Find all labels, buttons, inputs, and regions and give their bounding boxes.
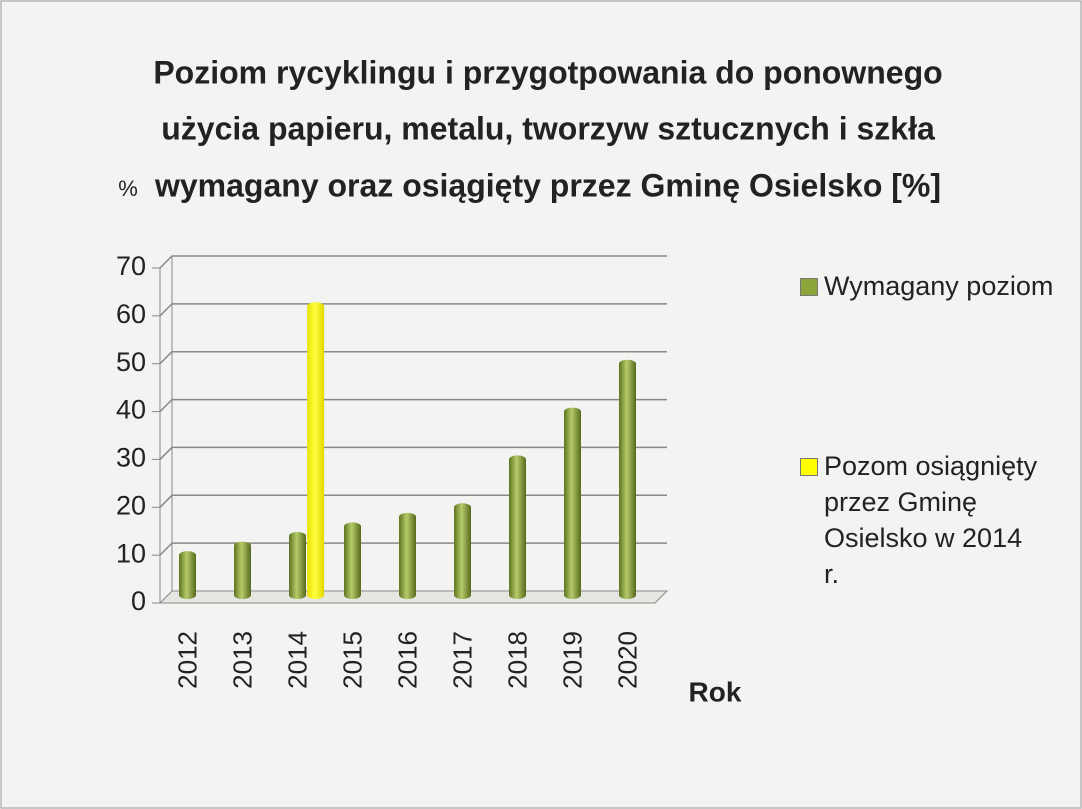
legend-label: Wymagany poziom — [824, 271, 1054, 301]
x-axis-label: Rok — [689, 676, 742, 707]
grid-line — [159, 446, 667, 460]
x-tick-label: 2016 — [392, 631, 422, 689]
bar — [179, 551, 196, 599]
x-tick-label: 2013 — [227, 631, 257, 689]
chart-title: wymagany oraz osiągięty przez Gminę Osie… — [154, 167, 941, 203]
x-tick-label: 2012 — [172, 631, 202, 689]
y-tick-label: 10 — [116, 538, 146, 568]
x-tick-label: 2017 — [447, 631, 477, 689]
grid-line — [159, 494, 667, 508]
y-axis-label: % — [118, 176, 138, 201]
y-tick-label: 50 — [116, 347, 146, 377]
grid-line — [159, 303, 667, 317]
x-tick-label: 2018 — [502, 631, 532, 689]
legend-item: Pozom osiągnięty przez Gminę Osielsko w … — [800, 448, 1060, 592]
y-tick-label: 40 — [116, 395, 146, 425]
bar — [454, 503, 471, 599]
bar — [307, 302, 325, 599]
bar — [509, 455, 526, 599]
x-tick-label: 2019 — [557, 631, 587, 689]
grid-line — [159, 398, 667, 413]
legend-swatch — [800, 278, 818, 296]
legend-label: Pozom osiągnięty przez Gminę Osielsko w … — [824, 451, 1038, 589]
bar — [234, 541, 251, 599]
grid-line — [159, 542, 667, 556]
grid-line — [159, 255, 667, 269]
x-tick-label: 2015 — [337, 631, 367, 689]
y-tick-label: 20 — [116, 490, 146, 520]
chart-title: użycia papieru, metalu, tworzyw sztuczny… — [161, 110, 935, 146]
chart-title: Poziom rycyklingu i przygotpowania do po… — [153, 54, 942, 90]
y-tick-label: 0 — [131, 586, 146, 616]
bar — [619, 359, 636, 599]
legend-swatch — [800, 458, 818, 476]
bar — [399, 512, 416, 599]
bar — [344, 522, 361, 599]
legend-item: Wymagany poziom — [800, 268, 1060, 304]
y-tick-label: 60 — [116, 299, 146, 329]
y-tick-label: 70 — [116, 251, 146, 281]
bar — [564, 407, 581, 599]
bar — [289, 532, 306, 599]
y-tick-label: 30 — [116, 443, 146, 473]
x-tick-label: 2020 — [612, 631, 642, 689]
grid-line — [159, 350, 667, 365]
x-tick-label: 2014 — [282, 631, 312, 689]
